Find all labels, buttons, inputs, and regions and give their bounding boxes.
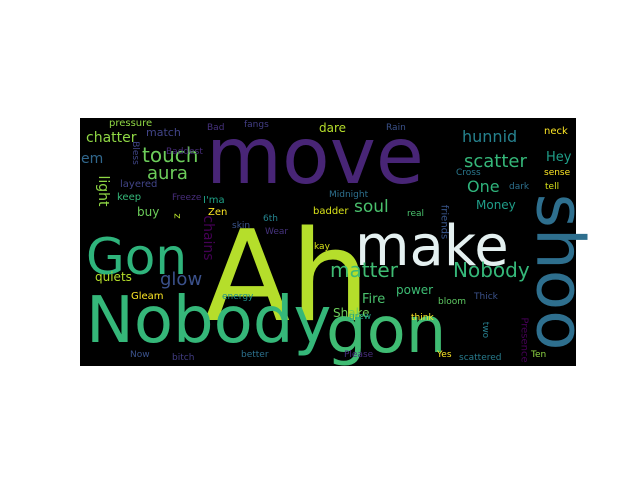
word: Cross bbox=[456, 168, 481, 178]
word: soul bbox=[354, 197, 389, 217]
word: Zen bbox=[208, 207, 227, 218]
word: Money bbox=[476, 198, 516, 212]
word: layered bbox=[120, 179, 157, 190]
word: Ah bbox=[204, 203, 370, 350]
word: gon bbox=[326, 294, 446, 368]
word: aura bbox=[147, 163, 188, 184]
word: Thick bbox=[473, 292, 499, 302]
word: em bbox=[81, 151, 103, 167]
word: touch bbox=[142, 143, 198, 167]
word: Now bbox=[130, 350, 150, 360]
word: pressure bbox=[109, 118, 152, 129]
word: glow bbox=[160, 269, 202, 290]
word: match bbox=[146, 126, 181, 139]
word: hunnid bbox=[462, 127, 517, 146]
word: Gon bbox=[86, 228, 187, 286]
word: chatter bbox=[86, 130, 137, 146]
word: neck bbox=[544, 126, 568, 137]
word: skin bbox=[232, 221, 250, 231]
word: tell bbox=[545, 182, 559, 192]
word: make bbox=[355, 214, 509, 279]
word: fangs bbox=[244, 120, 269, 130]
word: friends bbox=[439, 205, 450, 239]
word: dark bbox=[509, 182, 530, 192]
word: Gleam bbox=[131, 291, 164, 302]
word: I'ma bbox=[203, 195, 225, 206]
word: dare bbox=[319, 121, 346, 135]
word: Presence bbox=[519, 317, 530, 362]
word: scattered bbox=[459, 353, 502, 363]
word: Shake bbox=[333, 306, 369, 320]
word: Rain bbox=[386, 123, 406, 133]
word: Nobody bbox=[453, 258, 530, 282]
word: Fire bbox=[362, 292, 385, 307]
word: Nobody bbox=[86, 284, 331, 358]
word: bitch bbox=[172, 353, 194, 363]
word: z bbox=[172, 213, 183, 218]
word: Wear bbox=[265, 227, 288, 237]
word: Bad bbox=[207, 123, 224, 133]
word: think bbox=[411, 313, 434, 323]
word: One bbox=[467, 177, 500, 196]
word: light bbox=[95, 175, 111, 207]
word: Hey bbox=[546, 150, 572, 165]
word: Ten bbox=[530, 350, 546, 360]
word: Midnight bbox=[329, 190, 369, 200]
word: power bbox=[396, 283, 433, 297]
word: energy bbox=[222, 292, 254, 302]
word: chains bbox=[200, 215, 216, 260]
word: 6th bbox=[263, 214, 278, 224]
word: buy bbox=[137, 205, 159, 219]
word: Freeze bbox=[172, 193, 202, 203]
word: real bbox=[407, 209, 424, 219]
word: shoo bbox=[522, 194, 599, 351]
word: bloom bbox=[438, 297, 466, 307]
word: Bless bbox=[130, 141, 140, 165]
word: kay bbox=[314, 242, 331, 252]
word: Please bbox=[344, 350, 374, 360]
word: matter bbox=[330, 258, 399, 282]
word: sense bbox=[544, 168, 571, 178]
word: scatter bbox=[464, 151, 527, 172]
word: quiets bbox=[95, 270, 132, 284]
word: Yes bbox=[436, 350, 452, 360]
word: badder bbox=[313, 206, 349, 217]
word: grew bbox=[349, 312, 371, 322]
word: keep bbox=[117, 192, 141, 203]
word: two bbox=[480, 322, 490, 339]
word-cloud-background bbox=[80, 118, 576, 366]
word: Baddest bbox=[166, 147, 203, 157]
word: move bbox=[206, 112, 424, 202]
word: better bbox=[241, 350, 269, 360]
